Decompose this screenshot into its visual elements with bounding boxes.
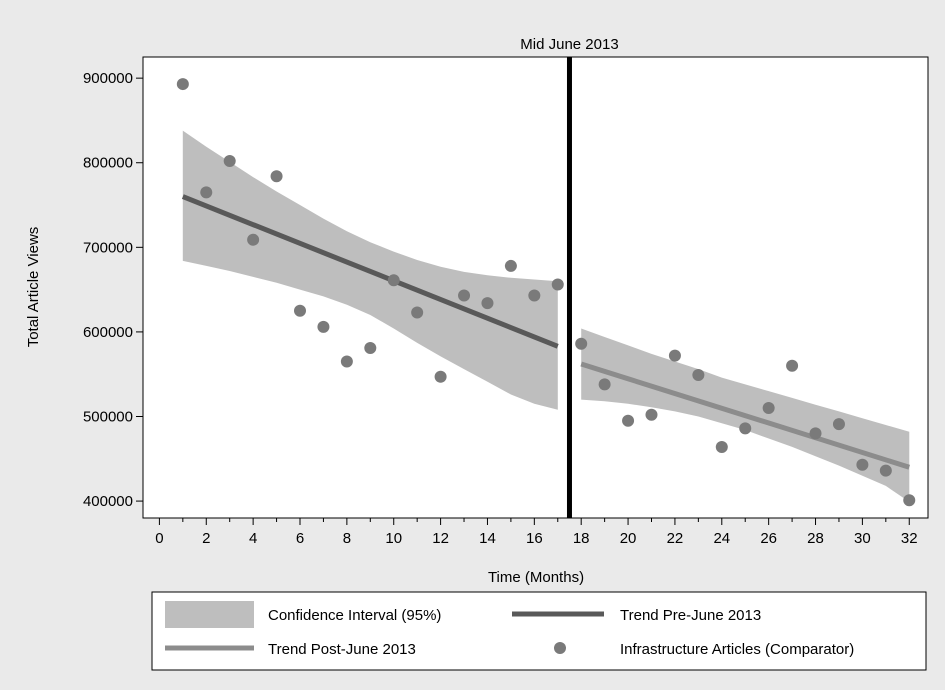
legend: Confidence Interval (95%) Trend Pre-June… bbox=[151, 591, 927, 671]
data-point bbox=[317, 320, 330, 333]
data-point bbox=[200, 186, 213, 199]
x-tick-label: 0 bbox=[155, 530, 163, 547]
trend-line-pre bbox=[181, 194, 559, 349]
data-point bbox=[809, 427, 822, 440]
data-point bbox=[739, 422, 752, 435]
data-point bbox=[481, 297, 494, 310]
data-point bbox=[786, 359, 799, 372]
x-tick-label: 6 bbox=[296, 530, 304, 547]
legend-swatch-ci bbox=[165, 601, 254, 628]
data-point bbox=[692, 369, 705, 382]
y-tick-label: 800000 bbox=[83, 155, 133, 172]
x-tick-label: 18 bbox=[573, 530, 590, 547]
data-point bbox=[832, 418, 845, 431]
data-point bbox=[411, 306, 424, 319]
data-point bbox=[434, 370, 447, 383]
x-axis: 0 2 4 6 8 10 12 14 16 18 20 22 24 26 28 30 32 bbox=[155, 518, 918, 547]
data-point bbox=[668, 349, 681, 362]
legend-swatch-points bbox=[554, 642, 566, 654]
legend-label-ci: Confidence Interval (95%) bbox=[268, 607, 441, 624]
data-point bbox=[364, 341, 377, 354]
legend-label-trend-pre: Trend Pre-June 2013 bbox=[620, 607, 761, 624]
intervention-marker: Mid June 2013 bbox=[520, 36, 619, 518]
x-tick-label: 10 bbox=[385, 530, 402, 547]
x-tick-label: 14 bbox=[479, 530, 496, 547]
trend-line-post bbox=[580, 361, 911, 470]
data-point bbox=[528, 289, 541, 302]
legend-label-points: Infrastructure Articles (Comparator) bbox=[620, 641, 854, 658]
x-tick-label: 8 bbox=[343, 530, 351, 547]
y-tick-label: 900000 bbox=[83, 70, 133, 87]
legend-label-trend-post: Trend Post-June 2013 bbox=[268, 641, 416, 658]
data-point bbox=[340, 355, 353, 368]
data-point bbox=[247, 233, 260, 246]
y-axis: 400000 500000 600000 700000 800000 900000 bbox=[83, 70, 143, 510]
x-tick-label: 24 bbox=[713, 530, 730, 547]
data-point bbox=[715, 440, 728, 453]
y-tick-label: 700000 bbox=[83, 239, 133, 256]
trend-lines bbox=[181, 194, 911, 470]
data-point bbox=[903, 494, 916, 507]
y-tick-label: 600000 bbox=[83, 324, 133, 341]
data-point bbox=[598, 378, 611, 391]
x-tick-label: 32 bbox=[901, 530, 918, 547]
data-point bbox=[762, 402, 775, 415]
data-point bbox=[622, 414, 635, 427]
y-axis-title: Total Article Views bbox=[25, 227, 42, 348]
x-tick-label: 30 bbox=[854, 530, 871, 547]
x-tick-label: 26 bbox=[760, 530, 777, 547]
data-point bbox=[458, 289, 471, 302]
data-points bbox=[176, 78, 916, 507]
data-point bbox=[879, 464, 892, 477]
x-tick-label: 20 bbox=[620, 530, 637, 547]
y-tick-label: 500000 bbox=[83, 408, 133, 425]
data-point bbox=[270, 170, 283, 183]
data-point bbox=[575, 337, 588, 350]
x-tick-label: 28 bbox=[807, 530, 824, 547]
x-tick-label: 12 bbox=[432, 530, 449, 547]
data-point bbox=[856, 458, 869, 471]
data-point bbox=[223, 155, 236, 168]
y-tick-label: 400000 bbox=[83, 493, 133, 510]
intervention-label: Mid June 2013 bbox=[520, 36, 618, 53]
data-point bbox=[176, 78, 189, 91]
legend-box bbox=[151, 591, 927, 671]
data-point bbox=[504, 259, 517, 272]
x-tick-label: 4 bbox=[249, 530, 257, 547]
x-tick-label: 2 bbox=[202, 530, 210, 547]
data-point bbox=[551, 278, 564, 291]
data-point bbox=[387, 274, 400, 287]
x-axis-title: Time (Months) bbox=[488, 569, 584, 586]
data-point bbox=[294, 304, 306, 317]
x-tick-label: 22 bbox=[667, 530, 684, 547]
x-tick-label: 16 bbox=[526, 530, 543, 547]
data-point bbox=[645, 408, 658, 421]
